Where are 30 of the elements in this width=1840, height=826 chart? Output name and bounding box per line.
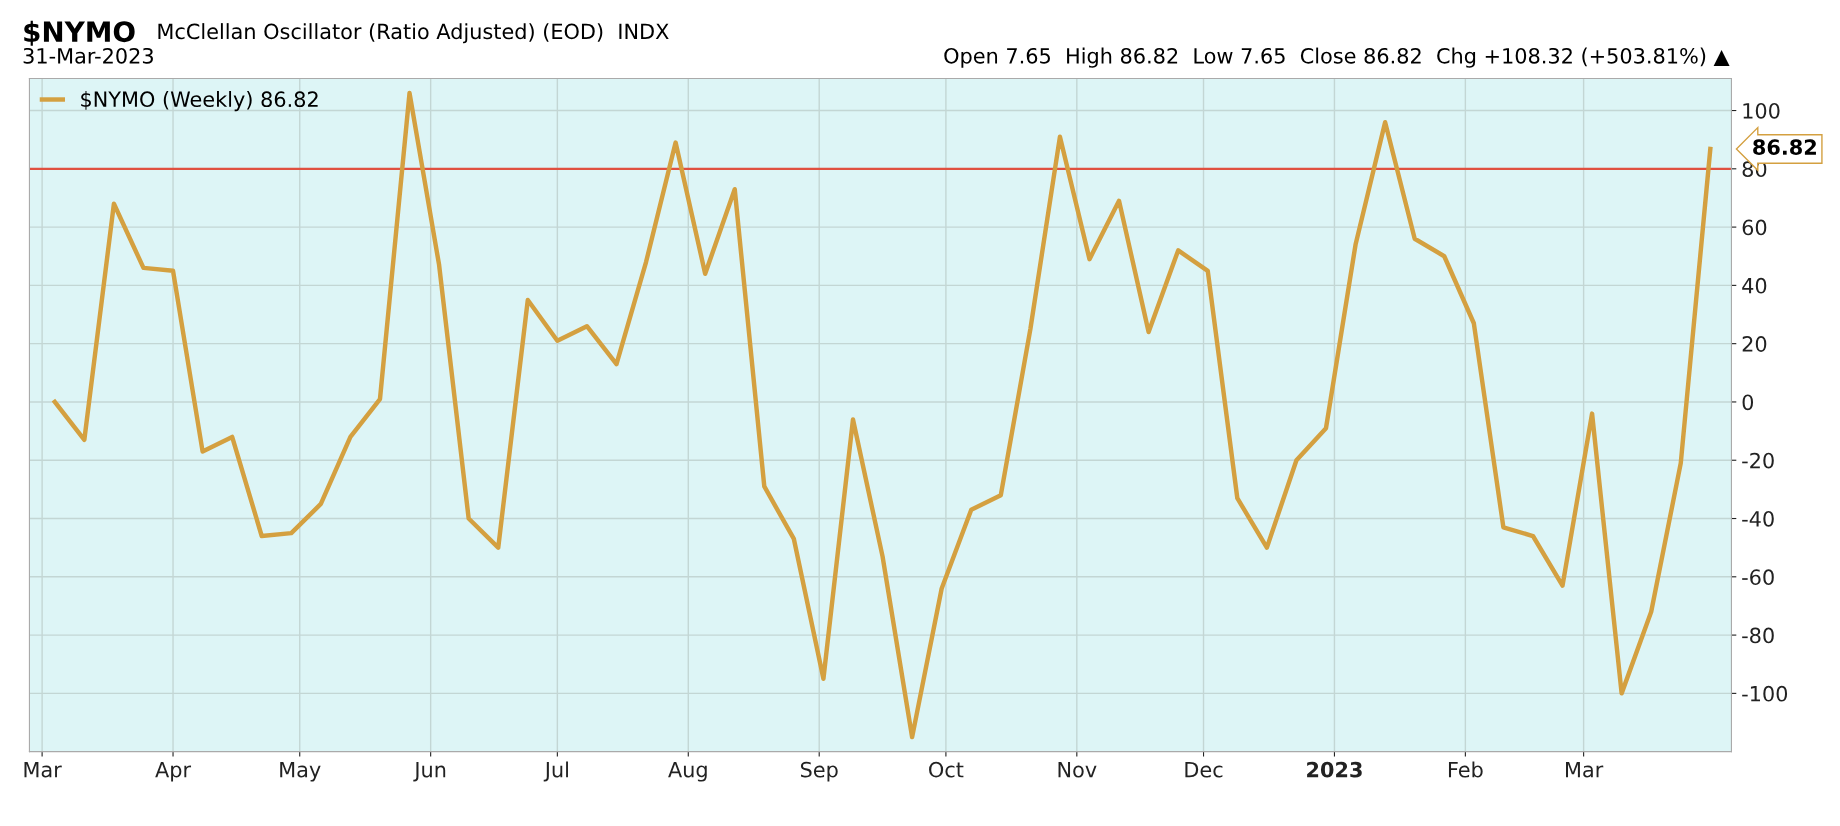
x-tick-label: Jun [413, 762, 446, 782]
y-tick-label: 0 [1742, 394, 1754, 411]
x-tick-label: Aug [668, 762, 707, 782]
line-series [52, 90, 1713, 740]
annotation: 86.82 [1753, 139, 1816, 155]
y-tick-label: -60 [1742, 569, 1774, 586]
text: Open 7.65 High 86.82 Low 7.65 Close 86.82 Chg +108.32 (+503.81%) ▲ [944, 47, 1730, 68]
x-tick-label: Sep [800, 761, 838, 782]
x-tick-label: Nov [1058, 762, 1097, 778]
x-tick-label: Feb [1448, 761, 1483, 778]
chart-title: $NYMO [24, 20, 135, 46]
y-tick-label: -20 [1742, 452, 1774, 469]
y-tick-label: 60 [1742, 219, 1767, 236]
x-tick-label: Jul [543, 761, 568, 782]
legend-label: $NYMO (Weekly) 86.82 [81, 90, 318, 112]
chart-subtitle: McClellan Oscillator (Ratio Adjusted) (EOD) INDX [158, 23, 669, 44]
y-tick-label: -100 [1742, 685, 1788, 702]
y-tick-label: 40 [1742, 277, 1767, 294]
x-tick-label: 2023 [1307, 761, 1362, 778]
text: 31-Mar-2023 [23, 47, 153, 64]
x-tick-label: Apr [155, 762, 192, 782]
x-tick-label: Mar [1566, 762, 1604, 778]
x-tick-label: Dec [1185, 762, 1223, 778]
y-tick-label: 100 [1743, 102, 1780, 119]
x-tick-label: May [280, 762, 321, 782]
x-tick-label: Oct [929, 761, 964, 778]
y-tick-label: -80 [1742, 627, 1774, 644]
y-tick-label: -40 [1742, 510, 1774, 527]
x-tick-label: Mar [24, 762, 62, 778]
y-tick-label: 20 [1742, 336, 1767, 352]
